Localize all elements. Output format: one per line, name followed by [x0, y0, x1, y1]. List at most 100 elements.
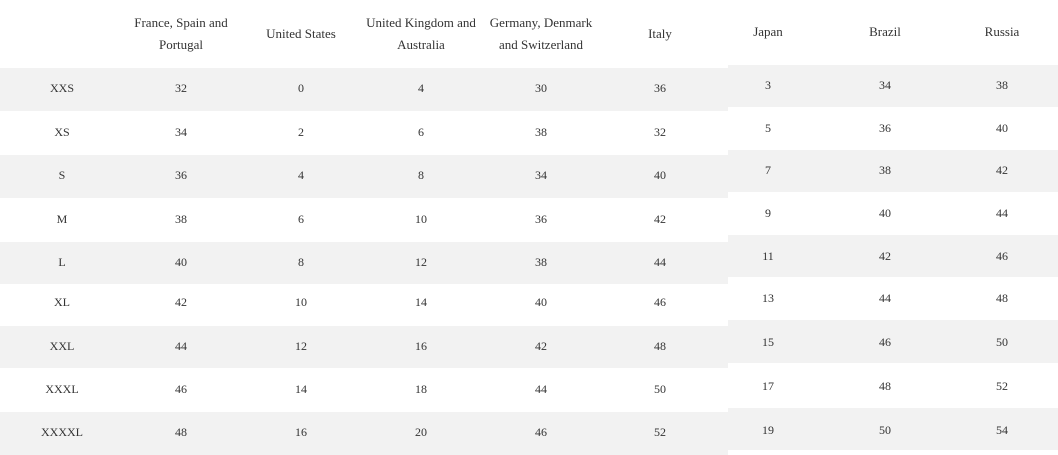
size-value: 48: [996, 291, 1008, 305]
size-value: 36: [175, 168, 187, 182]
row-shade: [728, 320, 1058, 363]
column-header: Japan: [753, 24, 783, 39]
size-value: 42: [535, 339, 547, 353]
size-value: 38: [535, 255, 547, 269]
size-value: 4: [298, 168, 304, 182]
row-shade: [0, 155, 728, 198]
size-value: 44: [879, 291, 891, 305]
size-value: 36: [654, 81, 666, 95]
size-value: 0: [298, 81, 304, 95]
size-value: 3: [765, 78, 771, 92]
size-value: 2: [298, 125, 304, 139]
size-value: 34: [535, 168, 547, 182]
row-shade: [0, 412, 728, 455]
size-value: 50: [879, 423, 891, 437]
size-value: 38: [879, 163, 891, 177]
row-shade: [0, 326, 728, 368]
column-header: United States: [266, 26, 336, 41]
size-value: 44: [535, 382, 547, 396]
size-value: 36: [535, 212, 547, 226]
size-label: XXS: [49, 81, 74, 95]
size-label: M: [56, 212, 68, 226]
size-value: 4: [418, 81, 424, 95]
size-value: 46: [654, 295, 666, 309]
size-value: 42: [879, 249, 891, 263]
size-label: S: [58, 168, 66, 182]
size-value: 20: [415, 425, 427, 439]
size-value: 52: [654, 425, 666, 439]
size-value: 48: [175, 425, 187, 439]
size-value: 54: [996, 423, 1008, 437]
size-value: 19: [762, 423, 774, 437]
row-shade: [728, 65, 1058, 107]
size-value: 15: [762, 335, 774, 349]
size-value: 16: [415, 339, 427, 353]
size-value: 44: [996, 206, 1008, 220]
size-label: XS: [54, 125, 70, 139]
column-header: France, Spain and Portugal: [134, 15, 228, 52]
size-value: 52: [996, 379, 1008, 393]
size-value: 48: [879, 379, 891, 393]
size-value: 34: [879, 78, 891, 92]
size-value: 34: [175, 125, 187, 139]
size-value: 7: [765, 163, 771, 177]
size-value: 16: [295, 425, 307, 439]
column-header: Germany, Denmark and Switzerland: [489, 15, 593, 52]
size-value: 17: [762, 379, 774, 393]
size-value: 5: [765, 121, 771, 135]
size-value: 8: [298, 255, 304, 269]
size-value: 44: [654, 255, 666, 269]
size-value: 6: [298, 212, 304, 226]
size-value: 9: [765, 206, 771, 220]
size-value: 18: [415, 382, 427, 396]
size-label: XL: [54, 295, 70, 309]
size-value: 40: [654, 168, 666, 182]
size-value: 42: [996, 163, 1008, 177]
size-value: 50: [654, 382, 666, 396]
size-value: 30: [535, 81, 547, 95]
size-value: 40: [535, 295, 547, 309]
size-value: 40: [175, 255, 187, 269]
column-header: Brazil: [869, 24, 901, 39]
size-value: 42: [654, 212, 666, 226]
size-value: 46: [175, 382, 187, 396]
row-shade: [728, 408, 1058, 450]
size-value: 40: [879, 206, 891, 220]
size-value: 14: [415, 295, 427, 309]
row-shade: [728, 150, 1058, 192]
size-value: 36: [879, 121, 891, 135]
size-value: 46: [879, 335, 891, 349]
size-value: 10: [295, 295, 307, 309]
size-value: 40: [996, 121, 1008, 135]
size-label: XXXL: [45, 382, 79, 396]
size-value: 38: [175, 212, 187, 226]
size-label: L: [58, 255, 66, 269]
size-value: 13: [762, 291, 774, 305]
size-value: 32: [654, 125, 666, 139]
row-shade: [0, 68, 728, 111]
row-shade: [0, 242, 728, 284]
size-value: 46: [535, 425, 547, 439]
size-value: 12: [295, 339, 307, 353]
size-value: 6: [418, 125, 424, 139]
size-value: 32: [175, 81, 187, 95]
column-header: Russia: [984, 24, 1020, 39]
size-label: XXL: [49, 339, 75, 353]
size-value: 12: [415, 255, 427, 269]
size-label: XXXXL: [41, 425, 83, 439]
size-value: 50: [996, 335, 1008, 349]
size-value: 48: [654, 339, 666, 353]
size-value: 44: [175, 339, 187, 353]
row-shade: [728, 235, 1058, 277]
column-header: United Kingdom and Australia: [366, 15, 476, 52]
size-value: 46: [996, 249, 1008, 263]
size-value: 8: [418, 168, 424, 182]
size-value: 42: [175, 295, 187, 309]
size-value: 38: [535, 125, 547, 139]
size-value: 38: [996, 78, 1008, 92]
size-value: 10: [415, 212, 427, 226]
column-header: Italy: [648, 26, 672, 41]
size-value: 11: [762, 249, 774, 263]
size-value: 14: [295, 382, 307, 396]
